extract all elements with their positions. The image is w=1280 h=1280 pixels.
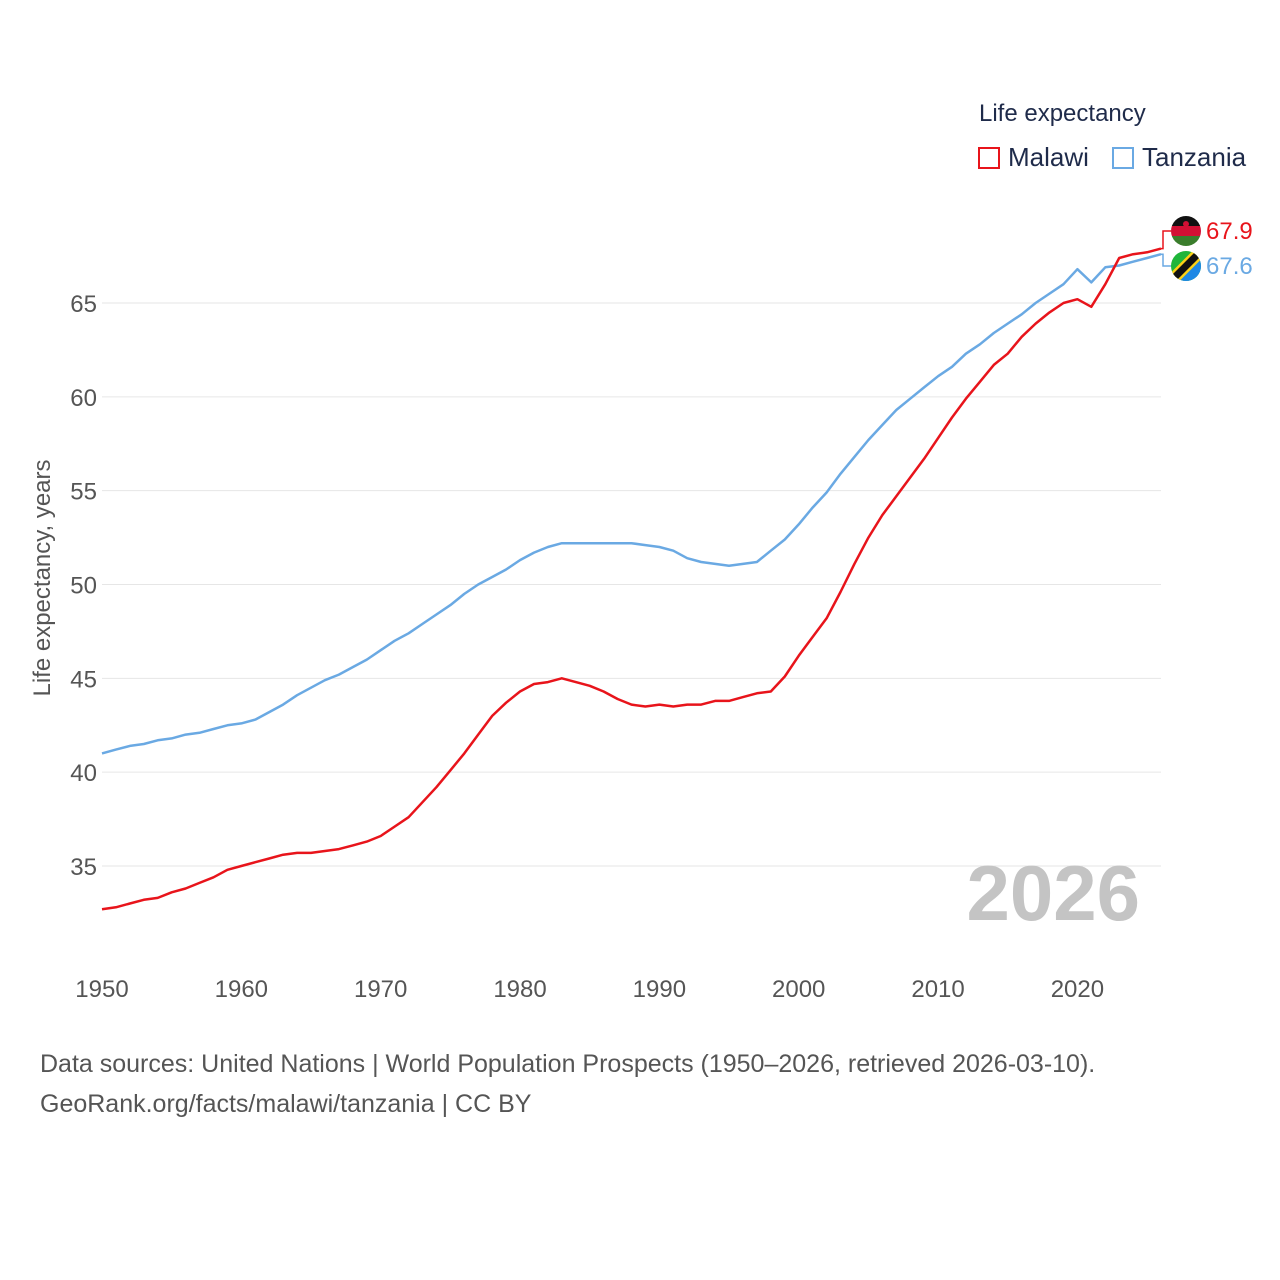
y-tick-label-55: 55 (70, 479, 97, 506)
flag-malawi-icon (1171, 216, 1201, 246)
x-tick-label-1960: 1960 (215, 976, 268, 1003)
end-value-label-malawi: 67.9 (1206, 218, 1253, 245)
end-connector-malawi (1161, 230, 1171, 250)
sources-line-2[interactable]: GeoRank.org/facts/malawi/tanzania | CC B… (40, 1090, 532, 1118)
series-line-tanzania (101, 252, 1162, 755)
y-tick-label-60: 60 (70, 385, 97, 412)
x-tick-label-2000: 2000 (772, 976, 825, 1003)
series-line-malawi (101, 247, 1162, 911)
y-tick-label-45: 45 (70, 666, 97, 693)
data-sources: Data sources: United Nations | World Pop… (40, 1044, 1095, 1124)
year-watermark: 2026 (966, 849, 1140, 937)
x-tick-label-1990: 1990 (633, 976, 686, 1003)
legend-item-tanzania[interactable]: Tanzania (1112, 142, 1246, 173)
x-tick-label-1950: 1950 (75, 976, 128, 1003)
series-lines (101, 247, 1162, 911)
y-axis-label: Life expectancy, years (29, 459, 56, 696)
y-tick-label-65: 65 (70, 291, 97, 318)
y-tick-label-40: 40 (70, 760, 97, 787)
legend-label-malawi: Malawi (1008, 142, 1089, 172)
y-axis-ticks: 35 40 45 50 55 60 65 (70, 291, 97, 881)
x-tick-label-2020: 2020 (1051, 976, 1104, 1003)
sources-line-1[interactable]: Data sources: United Nations | World Pop… (40, 1050, 1096, 1078)
x-axis-ticks: 1950 1960 1970 1980 1990 2000 2010 2020 (75, 976, 1104, 1003)
series-end-markers: 67.9 67.6 (1161, 216, 1253, 281)
legend-item-malawi[interactable]: Malawi (978, 142, 1089, 173)
legend-swatch-tanzania (1112, 146, 1134, 169)
x-tick-label-1980: 1980 (493, 976, 546, 1003)
flag-tanzania-icon (1171, 251, 1201, 281)
x-tick-label-2010: 2010 (911, 976, 964, 1003)
legend-swatch-malawi (978, 146, 1000, 169)
end-value-label-tanzania: 67.6 (1206, 253, 1253, 280)
y-tick-label-50: 50 (70, 573, 97, 600)
y-tick-label-35: 35 (70, 854, 97, 881)
legend-label-tanzania: Tanzania (1142, 142, 1247, 172)
grid-lines (102, 302, 1161, 867)
x-tick-label-1970: 1970 (354, 976, 407, 1003)
legend-title: Life expectancy (979, 100, 1146, 127)
end-connector-tanzania (1161, 253, 1171, 267)
